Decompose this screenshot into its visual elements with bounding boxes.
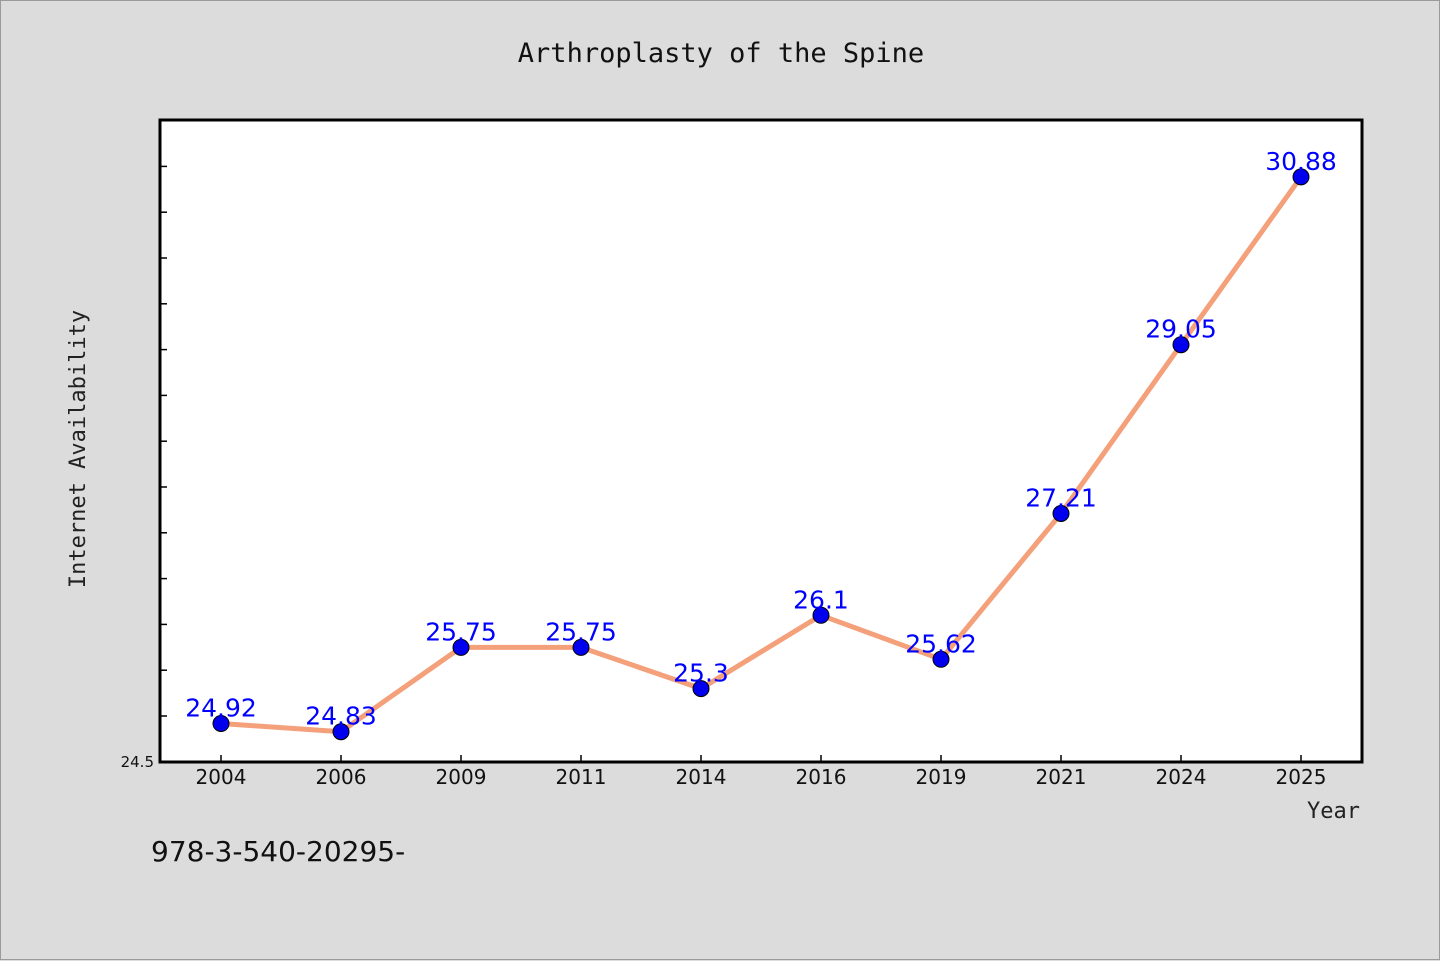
x-tick-label: 2019	[916, 765, 967, 789]
x-tick-label: 2021	[1036, 765, 1087, 789]
x-tick-label: 2006	[316, 765, 367, 789]
data-label: 26.1	[793, 585, 849, 614]
data-point	[1172, 336, 1190, 354]
data-label: 24.83	[305, 702, 377, 731]
x-axis-ticks	[220, 755, 1302, 762]
data-point	[692, 680, 710, 698]
data-point	[1292, 168, 1310, 186]
data-point	[452, 638, 470, 656]
data-label: 27.21	[1025, 484, 1097, 513]
series-line	[218, 174, 1304, 735]
data-label: 29.05	[1145, 315, 1217, 344]
data-label: 25.62	[905, 629, 977, 658]
x-tick-label: 2009	[436, 765, 487, 789]
data-label: 25.3	[673, 659, 729, 688]
y-axis-ticks	[160, 165, 167, 717]
data-label: 25.75	[425, 617, 497, 646]
x-tick-label: 2024	[1156, 765, 1207, 789]
x-tick-label: 2014	[676, 765, 727, 789]
x-tick-label: 2011	[556, 765, 607, 789]
data-labels: 24.92 24.83 25.75 25.75 25.3 26.1 25.62 27.21 29…	[185, 147, 1337, 731]
data-label: 25.75	[545, 617, 617, 646]
data-point	[332, 723, 350, 741]
data-point	[572, 638, 590, 656]
data-points	[212, 168, 1310, 741]
x-tick-label: 2004	[196, 765, 247, 789]
y-axis-min-label: 24.5	[121, 753, 154, 771]
data-label: 30.88	[1265, 147, 1337, 176]
data-point	[212, 715, 230, 732]
x-tick-label: 2025	[1276, 765, 1327, 789]
y-axis-label: Internet Availability	[66, 310, 91, 588]
footer-isbn-text: 978-3-540-20295-	[151, 835, 406, 868]
x-axis-tick-labels: 2004 2006 2009 2011 2014 2016 2019 2021 2024 2025	[196, 765, 1327, 789]
data-point	[1052, 505, 1070, 522]
x-tick-label: 2016	[796, 765, 847, 789]
data-point	[812, 606, 830, 624]
data-label: 24.92	[185, 694, 257, 723]
chart-title: Arthroplasty of the Spine	[518, 38, 924, 69]
plot-area	[158, 118, 1364, 764]
x-axis-label: Year	[1307, 799, 1360, 824]
data-point	[932, 650, 950, 668]
